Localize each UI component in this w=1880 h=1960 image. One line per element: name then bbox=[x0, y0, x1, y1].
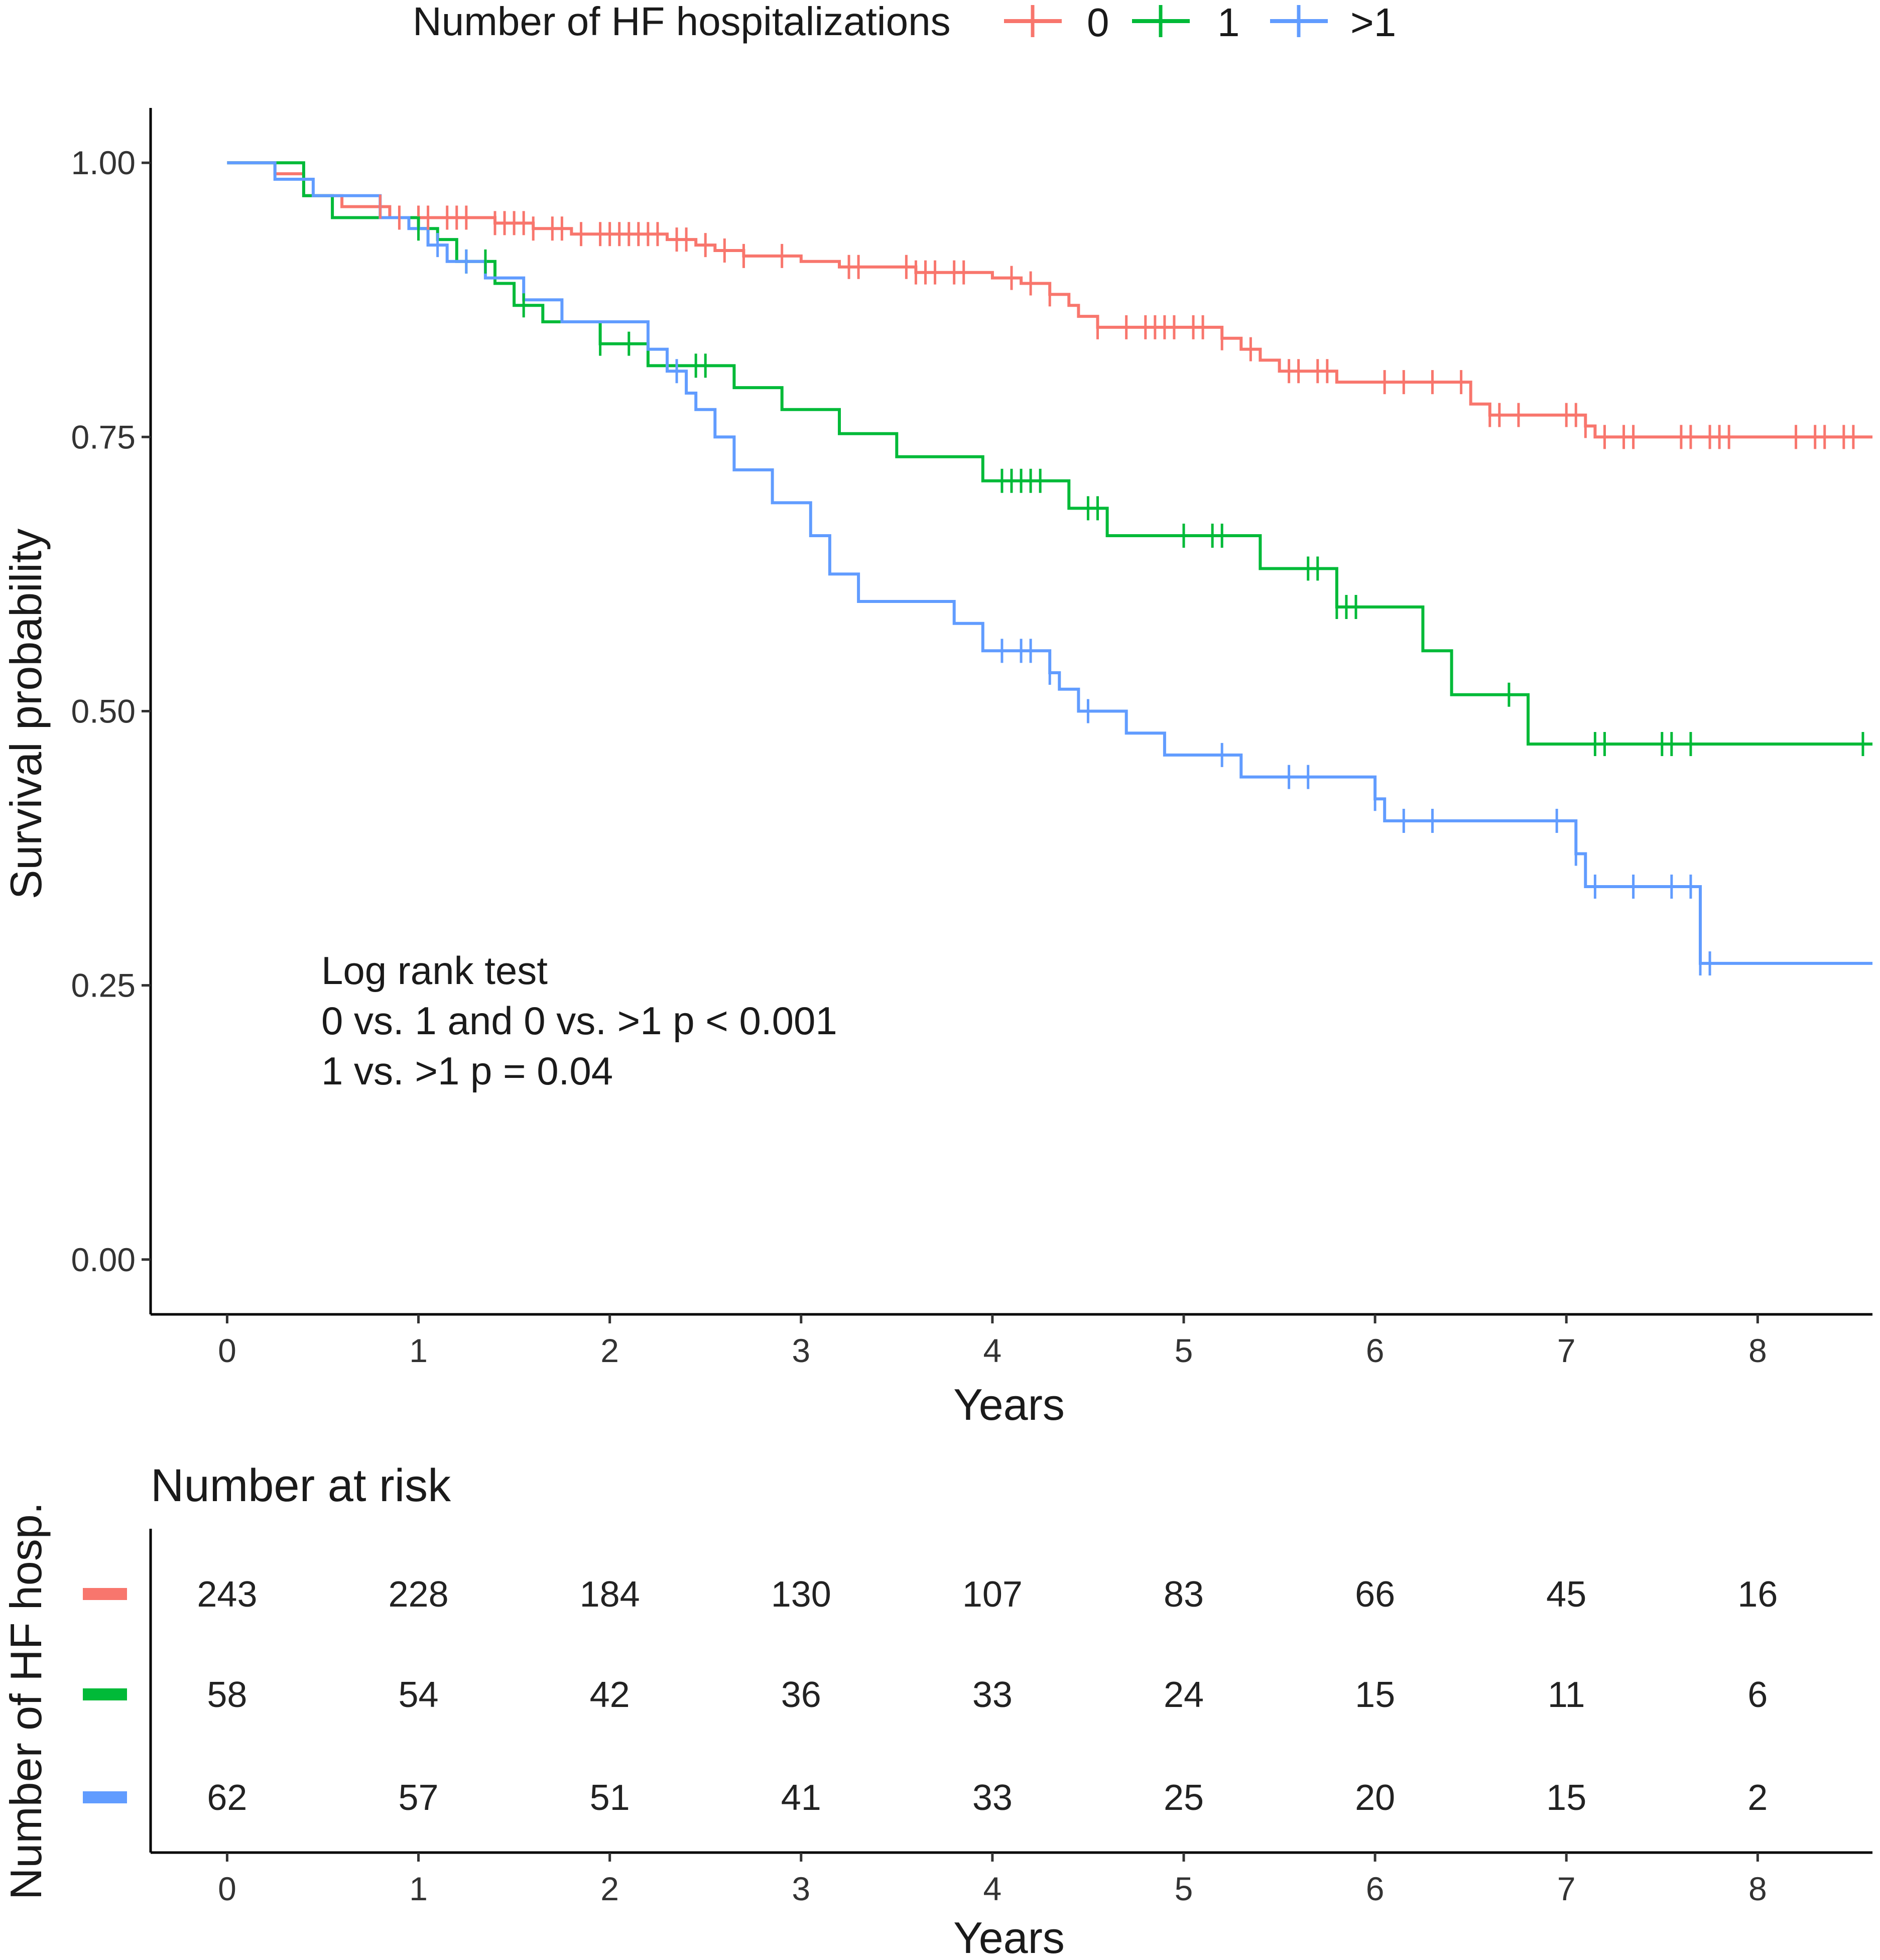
survival-plot: 0.00 0.25 0.50 0.75 1.00 0 1 2 3 4 5 6 7 8 Years Sur… bbox=[1, 108, 1872, 1429]
x-tick-label: 8 bbox=[1748, 1332, 1767, 1369]
legend-label-0: 0 bbox=[1087, 0, 1109, 45]
y-tick-label: 0.50 bbox=[71, 693, 136, 730]
legend-entry-gt1: >1 bbox=[1270, 0, 1396, 45]
y-tick-label: 0.25 bbox=[71, 967, 136, 1004]
risk-x-tick-label: 3 bbox=[792, 1870, 810, 1907]
risk-cell: 16 bbox=[1737, 1574, 1778, 1615]
risk-cell: 36 bbox=[781, 1675, 821, 1715]
risk-cell: 228 bbox=[388, 1574, 448, 1615]
risk-x-axis-title: Years bbox=[953, 1913, 1065, 1960]
legend-entry-1: 1 bbox=[1132, 0, 1240, 45]
x-tick-label: 4 bbox=[983, 1332, 1002, 1369]
risk-x-tick-label: 7 bbox=[1557, 1870, 1576, 1907]
risk-cell: 62 bbox=[207, 1778, 247, 1818]
y-tick-label: 0.75 bbox=[71, 418, 136, 455]
annotation-line-3: 1 vs. >1 p = 0.04 bbox=[321, 1049, 613, 1093]
risk-x-tick-label: 6 bbox=[1366, 1870, 1385, 1907]
risk-cell: 15 bbox=[1355, 1675, 1395, 1715]
legend: Number of HF hospitalizations 0 1 >1 bbox=[413, 0, 1396, 45]
risk-x-ticks: 0 1 2 3 4 5 6 7 8 bbox=[218, 1853, 1767, 1907]
risk-cell: 243 bbox=[197, 1574, 257, 1615]
risk-cell: 33 bbox=[972, 1675, 1013, 1715]
risk-cell: 184 bbox=[580, 1574, 640, 1615]
y-ticks: 0.00 0.25 0.50 0.75 1.00 bbox=[71, 144, 151, 1278]
risk-x-tick-label: 8 bbox=[1748, 1870, 1767, 1907]
x-tick-label: 1 bbox=[409, 1332, 428, 1369]
x-tick-label: 7 bbox=[1557, 1332, 1576, 1369]
risk-cell: 15 bbox=[1546, 1778, 1586, 1818]
y-tick-label: 0.00 bbox=[71, 1241, 136, 1278]
risk-table: Number at risk 243 228 184 130 107 83 66 45 1658… bbox=[1, 1460, 1872, 1960]
risk-cell: 11 bbox=[1548, 1675, 1585, 1715]
risk-cell: 107 bbox=[962, 1574, 1023, 1615]
x-tick-label: 6 bbox=[1366, 1332, 1385, 1369]
risk-x-tick-label: 5 bbox=[1175, 1870, 1193, 1907]
x-tick-label: 5 bbox=[1175, 1332, 1193, 1369]
legend-label-gt1: >1 bbox=[1350, 0, 1396, 45]
x-tick-label: 0 bbox=[218, 1332, 236, 1369]
risk-cell: 20 bbox=[1355, 1778, 1395, 1818]
risk-x-tick-label: 4 bbox=[983, 1870, 1002, 1907]
x-ticks: 0 1 2 3 4 5 6 7 8 bbox=[218, 1314, 1767, 1369]
risk-cell: 58 bbox=[207, 1675, 247, 1715]
risk-cell: 130 bbox=[771, 1574, 831, 1615]
risk-values: 243 228 184 130 107 83 66 45 16 58 54 42 36 33 24 15 11 6… bbox=[197, 1574, 1778, 1818]
risk-x-tick-label: 2 bbox=[600, 1870, 619, 1907]
annotation-line-2: 0 vs. 1 and 0 vs. >1 p < 0.001 bbox=[321, 999, 837, 1043]
legend-title: Number of HF hospitalizations bbox=[413, 0, 951, 44]
risk-cell: 42 bbox=[590, 1675, 630, 1715]
risk-cell: 2 bbox=[1747, 1778, 1768, 1818]
risk-x-tick-label: 0 bbox=[218, 1870, 236, 1907]
risk-row-keys bbox=[83, 1588, 127, 1803]
risk-cell: 45 bbox=[1546, 1574, 1586, 1615]
x-axis-title: Years bbox=[953, 1380, 1065, 1429]
risk-row-key-1 bbox=[83, 1688, 127, 1700]
risk-cell: 83 bbox=[1164, 1574, 1204, 1615]
risk-row-key-gt1 bbox=[83, 1791, 127, 1803]
risk-cell: 66 bbox=[1355, 1574, 1395, 1615]
x-tick-label: 3 bbox=[792, 1332, 810, 1369]
risk-cell: 51 bbox=[590, 1778, 630, 1818]
risk-x-tick-label: 1 bbox=[409, 1870, 428, 1907]
risk-y-axis-title: Number of HF hosp. bbox=[1, 1502, 51, 1900]
log-rank-annotation: Log rank test 0 vs. 1 and 0 vs. >1 p < 0… bbox=[321, 948, 837, 1093]
x-tick-label: 2 bbox=[600, 1332, 619, 1369]
risk-cell: 41 bbox=[781, 1778, 821, 1818]
risk-cell: 54 bbox=[399, 1675, 439, 1715]
risk-table-title: Number at risk bbox=[151, 1460, 451, 1511]
legend-entry-0: 0 bbox=[1004, 0, 1109, 45]
legend-label-1: 1 bbox=[1217, 0, 1240, 45]
risk-cell: 6 bbox=[1747, 1675, 1768, 1715]
survival-curve-gt1 bbox=[227, 161, 1872, 965]
censor-marks bbox=[379, 194, 1864, 975]
annotation-line-1: Log rank test bbox=[321, 948, 548, 993]
risk-row-key-0 bbox=[83, 1588, 127, 1600]
y-axis-title: Survival probability bbox=[1, 529, 51, 900]
risk-cell: 33 bbox=[972, 1778, 1013, 1818]
y-tick-label: 1.00 bbox=[71, 144, 136, 181]
risk-cell: 24 bbox=[1164, 1675, 1204, 1715]
risk-cell: 57 bbox=[399, 1778, 439, 1818]
risk-cell: 25 bbox=[1164, 1778, 1204, 1818]
